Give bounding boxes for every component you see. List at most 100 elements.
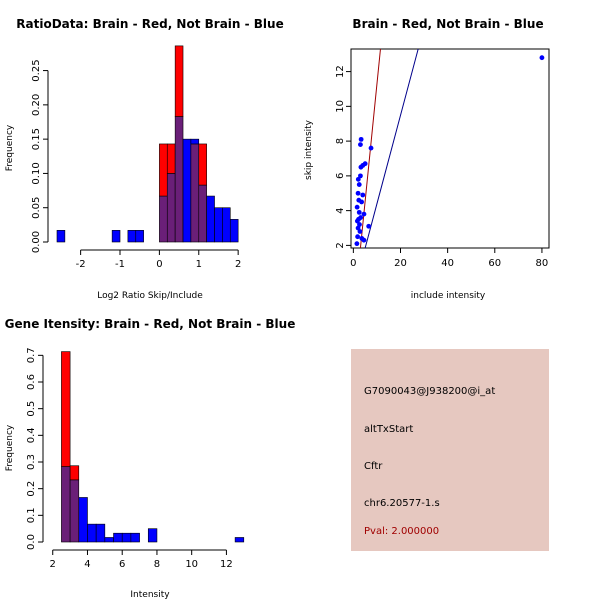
- scatter-plot-box: [350, 48, 550, 249]
- histogram-0-not-brain-bar-1.8: [229, 219, 239, 243]
- scatter-point: [361, 237, 367, 243]
- histogram-0-brain-bar-0.4: [174, 45, 184, 117]
- histogram-0-not-brain-bar-1.4: [214, 207, 223, 243]
- scatter-point: [354, 241, 360, 247]
- scatter-point: [356, 209, 362, 215]
- scatter-point: [355, 176, 361, 182]
- histogram-0-not-brain-bar--1.2: [111, 230, 121, 243]
- scatter-y-tick-label: 6: [335, 173, 346, 179]
- histogram-2-x-tick-label: 4: [84, 559, 90, 570]
- gene-intensity-histogram-title: Gene Itensity: Brain - Red, Not Brain - …: [5, 317, 296, 331]
- intensity-scatter-xlabel: include intensity: [411, 291, 486, 301]
- histogram-2-not-brain-bar-4.5: [95, 523, 106, 543]
- histogram-0-overlap-bar-0.4: [174, 116, 184, 243]
- histogram-2-brain-bar-2.5: [61, 351, 71, 467]
- scatter-x-tick-label: 80: [536, 258, 549, 269]
- histogram-2-x-tick-label: 8: [154, 559, 160, 570]
- scatter-fit-line-1: [364, 48, 419, 249]
- histogram-0-brain-bar-0.0: [159, 143, 168, 197]
- histogram-2-y-tick-label: 0.5: [26, 401, 37, 417]
- scatter-point: [354, 204, 360, 210]
- gene-name-text: Cftr: [364, 461, 383, 472]
- intensity-scatter-ylabel: skip intensity: [304, 119, 314, 180]
- histogram-2-not-brain-bar-7.5: [147, 528, 158, 543]
- scatter-y-tick-label: 2: [335, 242, 346, 248]
- ratio-histogram-xlabel: Log2 Ratio Skip/Include: [97, 291, 203, 301]
- scatter-y-tick-label: 4: [335, 207, 346, 213]
- histogram-0-not-brain-bar--2.6: [56, 230, 66, 243]
- gene-intensity-histogram: Gene Itensity: Brain - Red, Not Brain - …: [5, 317, 296, 600]
- histogram-0-not-brain-bar--0.6: [135, 230, 144, 243]
- histogram-2-not-brain-bar-6.0: [121, 532, 132, 543]
- histogram-0-overlap-bar-0.2: [166, 173, 176, 243]
- gene-intensity-histogram-xlabel: Intensity: [130, 590, 170, 600]
- histogram-0-y-tick-label: 0.00: [31, 231, 42, 253]
- histogram-2-overlap-bar-2.5: [61, 466, 71, 543]
- histogram-0-not-brain-bar-1.6: [222, 207, 231, 243]
- histogram-0-brain-bar-0.2: [166, 143, 176, 174]
- probe-id-text: G7090043@J938200@i_at: [364, 386, 496, 397]
- histogram-2-y-tick-label: 0.0: [26, 534, 37, 550]
- histogram-2-y-tick-label: 0.4: [26, 427, 37, 443]
- histogram-0-not-brain-bar--0.8: [127, 230, 137, 243]
- histogram-0-x-tick-label: -2: [76, 259, 86, 270]
- scatter-point: [361, 211, 367, 217]
- scatter-point: [358, 173, 363, 179]
- scatter-point: [359, 199, 365, 205]
- histogram-2-not-brain-bar-5.0: [104, 537, 114, 543]
- scatter-point: [360, 192, 366, 198]
- scatter-x-tick-label: 40: [441, 258, 454, 269]
- histogram-0-x-tick-label: 2: [235, 259, 241, 270]
- histogram-2-y-tick-label: 0.3: [26, 454, 37, 470]
- histogram-0-not-brain-bar-0.8: [190, 138, 200, 145]
- histogram-2-not-brain-bar-5.5: [113, 532, 123, 543]
- histogram-2-overlap-bar-3.0: [69, 479, 80, 543]
- ratio-histogram-title: RatioData: Brain - Red, Not Brain - Blue: [16, 17, 283, 31]
- scatter-point: [355, 234, 360, 240]
- histogram-2-y-tick-label: 0.2: [26, 481, 37, 497]
- histogram-2-y-tick-label: 0.7: [26, 347, 37, 363]
- histogram-0-overlap-bar-0.0: [159, 195, 168, 243]
- scatter-y-tick-label: 10: [335, 100, 346, 113]
- scatter-point: [357, 222, 362, 227]
- histogram-2-not-brain-bar-4.0: [87, 523, 97, 543]
- histogram-0-y-tick-label: 0.20: [31, 94, 42, 116]
- histogram-0-brain-bar-1.0: [198, 143, 207, 186]
- histogram-2-not-brain-bar-6.5: [130, 532, 140, 543]
- histogram-0-overlap-bar-1.0: [198, 184, 207, 243]
- scatter-point: [356, 182, 362, 187]
- scatter-x-tick-label: 20: [394, 258, 407, 269]
- histogram-0-x-tick-label: 1: [196, 259, 202, 270]
- ratio-histogram-ylabel: Frequency: [5, 124, 15, 171]
- histogram-2-brain-bar-3.0: [69, 465, 80, 481]
- scatter-point: [366, 223, 372, 229]
- location-text: chr6.20577-1.s: [364, 498, 440, 509]
- histogram-2-x-tick-label: 12: [220, 559, 233, 570]
- histogram-0-overlap-bar-0.8: [190, 143, 200, 243]
- histogram-2-not-brain-bar-12.5: [234, 537, 245, 543]
- probe-info-panel: G7090043@J938200@i_at altTxStart Cftr ch…: [351, 349, 549, 551]
- scatter-point: [355, 190, 361, 196]
- intensity-scatter-title: Brain - Red, Not Brain - Blue: [352, 17, 543, 31]
- ratio-histogram: RatioData: Brain - Red, Not Brain - Blue…: [5, 17, 284, 301]
- scatter-point: [357, 229, 363, 234]
- histogram-2-x-tick-label: 10: [185, 559, 198, 570]
- histogram-2-not-brain-bar-3.5: [78, 497, 88, 543]
- histogram-0-y-tick-label: 0.15: [31, 128, 42, 150]
- scatter-point: [358, 142, 363, 147]
- scatter-y-tick-label: 8: [335, 138, 346, 144]
- scatter-point: [539, 55, 545, 61]
- scatter-point: [358, 215, 364, 220]
- scatter-point: [362, 161, 368, 167]
- event-type-text: altTxStart: [364, 424, 414, 435]
- histogram-2-x-tick-label: 2: [50, 559, 56, 570]
- intensity-scatter: Brain - Red, Not Brain - Blue include in…: [304, 17, 550, 301]
- histogram-2-y-tick-label: 0.6: [26, 374, 37, 390]
- scatter-point: [358, 136, 364, 142]
- gene-intensity-histogram-ylabel: Frequency: [5, 424, 15, 471]
- histogram-2-x-tick-label: 6: [119, 559, 125, 570]
- histogram-0-y-tick-label: 0.05: [31, 197, 42, 219]
- histogram-2-y-tick-label: 0.1: [26, 507, 37, 523]
- scatter-y-tick-label: 12: [335, 65, 346, 78]
